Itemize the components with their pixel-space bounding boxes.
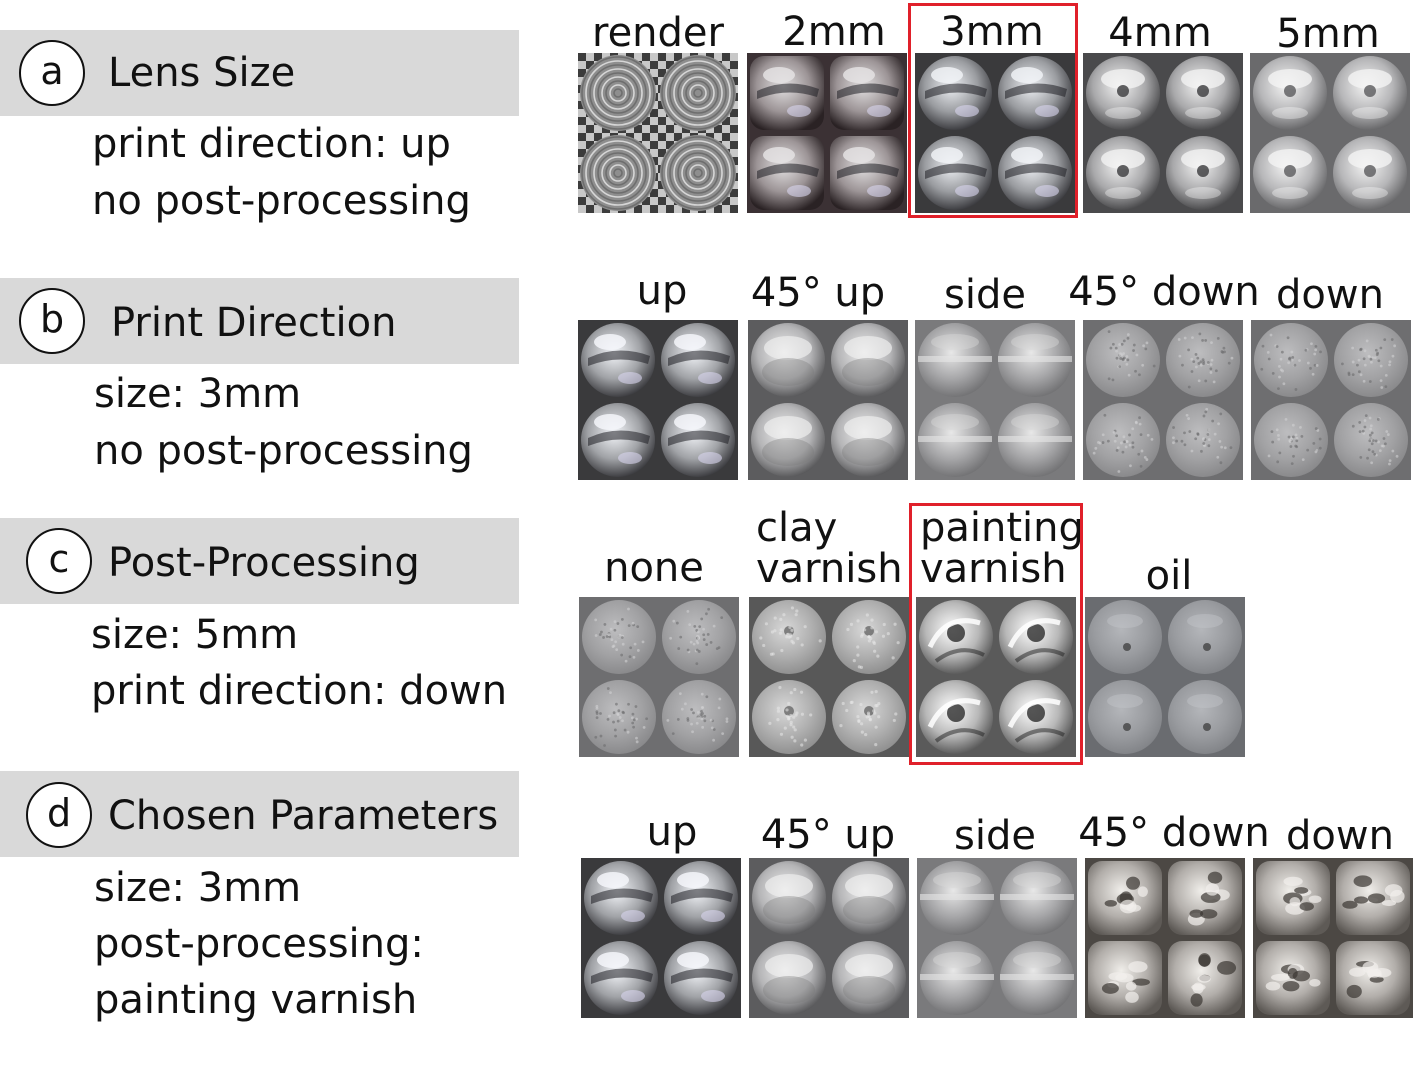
- section-a-image-4mm: [1083, 53, 1243, 213]
- section-a-image-2mm: [747, 53, 907, 213]
- section-b-label-side: side: [944, 275, 1026, 315]
- clay-varnish-line-1: clay: [756, 508, 903, 549]
- section-b-image-45-up: [748, 320, 908, 480]
- section-c-chosen-highlight: [909, 503, 1083, 765]
- section-d-image-side: [917, 858, 1077, 1018]
- section-b-image-side: [915, 320, 1075, 480]
- section-b-title: Print Direction: [111, 300, 396, 346]
- section-d-param-1: size: 3mm: [94, 865, 301, 911]
- section-d-image-up: [581, 858, 741, 1018]
- section-d-title: Chosen Parameters: [108, 793, 498, 839]
- section-a-image-render: [578, 53, 738, 213]
- section-b-image-up: [578, 320, 738, 480]
- section-a-label-4mm: 4mm: [1108, 13, 1211, 53]
- section-c-image-none: [579, 597, 739, 757]
- section-b-label-up: up: [637, 271, 688, 311]
- section-d-image-down: [1253, 858, 1413, 1018]
- section-d-label-side: side: [954, 816, 1036, 856]
- section-a-param-1: print direction: up: [92, 121, 451, 167]
- section-d-label-up: up: [647, 812, 698, 852]
- section-c-label-clay-varnish: clay varnish: [756, 508, 903, 590]
- section-d-param-3: painting varnish: [94, 977, 417, 1023]
- section-d-image-45-up: [749, 858, 909, 1018]
- section-c-param-2: print direction: down: [91, 668, 507, 714]
- section-c-label-oil: oil: [1146, 556, 1193, 596]
- clay-varnish-line-2: varnish: [756, 549, 903, 590]
- section-b-image-45-down: [1083, 320, 1243, 480]
- section-c-param-1: size: 5mm: [91, 612, 298, 658]
- section-c-marker: c: [26, 528, 92, 594]
- section-b-label-45-up: 45° up: [751, 273, 885, 313]
- section-d-image-45-down: [1085, 858, 1245, 1018]
- section-b-marker: b: [19, 288, 85, 354]
- section-b-label-down: down: [1276, 275, 1384, 315]
- section-d-marker: d: [26, 782, 92, 848]
- section-d-label-45-up: 45° up: [761, 815, 895, 855]
- section-b-label-45-down: 45° down: [1068, 272, 1260, 312]
- section-b-image-down: [1251, 320, 1411, 480]
- section-c-image-oil: [1085, 597, 1245, 757]
- section-a-title: Lens Size: [108, 50, 295, 96]
- section-b-param-1: size: 3mm: [94, 371, 301, 417]
- section-a-label-5mm: 5mm: [1276, 14, 1379, 54]
- section-d-label-down: down: [1286, 816, 1394, 856]
- section-c-label-none: none: [604, 548, 704, 588]
- section-d-param-2: post-processing:: [94, 921, 424, 967]
- section-a-label-render: render: [592, 13, 724, 53]
- section-c-title: Post-Processing: [108, 540, 420, 586]
- section-a-param-2: no post-processing: [92, 178, 471, 224]
- section-c-image-clay-varnish: [749, 597, 909, 757]
- section-a-image-5mm: [1250, 53, 1410, 213]
- section-a-label-2mm: 2mm: [782, 12, 885, 52]
- section-a-chosen-highlight: [908, 3, 1078, 218]
- section-b-param-2: no post-processing: [94, 428, 473, 474]
- section-d-label-45-down: 45° down: [1078, 813, 1270, 853]
- section-a-marker: a: [19, 40, 85, 106]
